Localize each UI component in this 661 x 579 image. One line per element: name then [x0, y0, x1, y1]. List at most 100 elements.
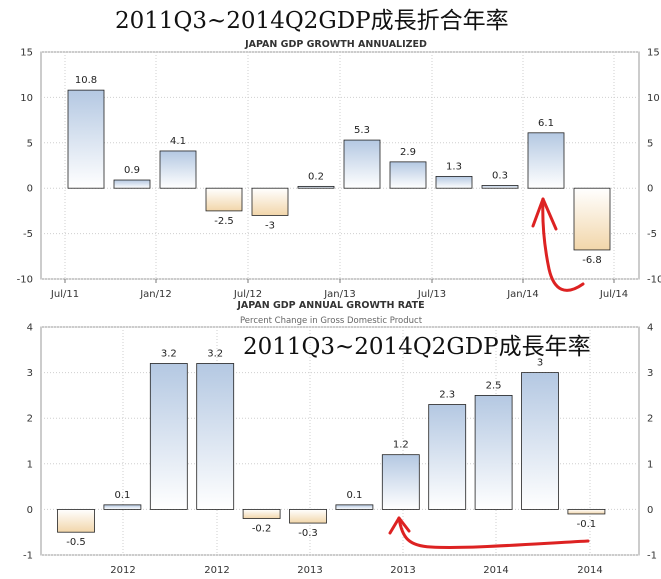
y-tick-label-left: 1 — [27, 459, 33, 470]
bar — [527, 132, 565, 189]
y-tick-label-right: 4 — [647, 323, 653, 334]
data-label: 2.5 — [486, 380, 502, 391]
data-label: 2.3 — [439, 390, 455, 401]
data-label: 0.1 — [346, 490, 362, 501]
x-tick-label: 2013 — [297, 565, 322, 576]
y-tick-label-left: 10 — [20, 93, 33, 104]
data-label: -0.3 — [298, 528, 318, 539]
data-label: 0.3 — [492, 170, 508, 181]
y-tick-label-right: 0 — [647, 184, 653, 195]
chart-gdp-annual-growth-rate: -0.5 0.1 3.2 3.2 -0.2 -0.3 0.1 1.2 2.3 2.5 3 -0.1 -… — [23, 300, 657, 576]
y-tick-label-right: 3 — [647, 368, 653, 379]
bar — [521, 372, 559, 510]
bar — [149, 363, 188, 510]
data-label: 0.9 — [124, 165, 140, 176]
x-tick-label: 2013 — [390, 565, 415, 576]
bar — [435, 175, 473, 189]
bar — [428, 404, 467, 510]
y-tick-label-left: 0 — [27, 184, 33, 195]
x-tick-label: Jul/13 — [417, 289, 446, 300]
annotation-arrow-bottom — [397, 516, 590, 549]
bar — [113, 179, 151, 189]
annotation-arrowhead-top — [531, 197, 558, 231]
x-tick-label: Jan/13 — [323, 289, 356, 300]
bar — [67, 89, 105, 189]
x-tick-label: Jul/14 — [599, 289, 628, 300]
y-tick-label-right: -10 — [647, 275, 661, 286]
bar — [474, 394, 513, 510]
overlay-title: 2011Q3~2014Q2GDP成長年率 — [243, 334, 591, 360]
data-label: -2.5 — [214, 216, 234, 227]
bar — [159, 150, 197, 189]
y-tick-label-left: 5 — [27, 138, 33, 149]
chart-title: JAPAN GDP ANNUAL GROWTH RATE — [236, 300, 424, 311]
y-tick-label-left: 3 — [27, 368, 33, 379]
bar — [481, 185, 519, 189]
bars: -0.5 0.1 3.2 3.2 -0.2 -0.3 0.1 1.2 2.3 2.5 3 -0.1 — [57, 348, 606, 548]
data-label: 2.9 — [400, 147, 416, 158]
bar — [196, 363, 235, 510]
y-tick-label-right: 2 — [647, 414, 653, 425]
data-label: 6.1 — [538, 118, 554, 129]
bar — [289, 508, 327, 524]
data-label: -0.2 — [252, 524, 272, 535]
bar — [389, 161, 427, 189]
data-label: 5.3 — [354, 125, 370, 136]
bar — [343, 139, 381, 189]
bar — [251, 187, 289, 216]
data-label: 0.2 — [308, 171, 324, 182]
data-label: -3 — [265, 220, 275, 231]
x-tick-label: 2014 — [483, 565, 508, 576]
data-label: 3.2 — [161, 348, 177, 359]
bar — [57, 508, 95, 533]
annotation-arrow-top — [541, 197, 585, 292]
y-axis-ticks: -1 -1 0 0 1 1 2 2 3 3 4 4 — [23, 323, 657, 562]
x-axis-ticks: 2012 2012 2013 2013 2014 2014 — [110, 565, 602, 576]
data-label: -6.8 — [582, 255, 602, 266]
y-tick-label-left: 0 — [27, 505, 33, 516]
y-tick-label-right: 15 — [647, 48, 660, 59]
bars: 10.8 0.9 4.1 -2.5 -3 0.2 5.3 2.9 1.3 0.3 6.1 -6.8 — [67, 75, 611, 266]
x-tick-label: 2014 — [577, 565, 602, 576]
x-tick-label: 2012 — [110, 565, 135, 576]
y-tick-label-right: -5 — [647, 229, 657, 240]
data-label: 1.3 — [446, 161, 462, 172]
y-tick-label-left: 15 — [20, 48, 33, 59]
y-tick-label-right: 5 — [647, 138, 653, 149]
x-tick-label: 2012 — [204, 565, 229, 576]
x-tick-label: Jan/12 — [139, 289, 172, 300]
x-tick-label: Jul/12 — [233, 289, 262, 300]
data-label: 10.8 — [75, 75, 97, 86]
bar — [205, 187, 243, 212]
bar — [335, 504, 374, 510]
data-label: 4.1 — [170, 136, 186, 147]
x-tick-label: Jan/14 — [506, 289, 539, 300]
chart-title: JAPAN GDP GROWTH ANNUALIZED — [244, 39, 427, 50]
y-tick-label-right: -1 — [647, 551, 657, 562]
y-tick-label-left: 4 — [27, 323, 33, 334]
bar — [573, 187, 611, 251]
data-label: -0.1 — [577, 519, 597, 530]
y-tick-label-right: 0 — [647, 505, 653, 516]
bar — [381, 454, 420, 510]
bar — [242, 508, 281, 519]
data-label: 1.2 — [393, 440, 409, 451]
y-tick-label-left: -1 — [23, 551, 33, 562]
y-tick-label-right: 10 — [647, 93, 660, 104]
bar — [297, 185, 335, 189]
data-label: 3.2 — [207, 348, 223, 359]
x-tick-label: Jul/11 — [50, 289, 79, 300]
annotation-arrows — [388, 197, 590, 549]
bar — [103, 504, 142, 510]
bar — [567, 508, 606, 515]
data-label: -0.5 — [66, 537, 86, 548]
annotation-arrowhead-bottom — [388, 516, 411, 535]
data-label: 3 — [537, 358, 543, 369]
x-axis-ticks: Jul/11 Jan/12 Jul/12 Jan/13 Jul/13 Jan/14 Jul/… — [50, 279, 628, 300]
y-tick-label-right: 1 — [647, 459, 653, 470]
data-label: 0.1 — [114, 490, 130, 501]
chart-gdp-growth-annualized: 10.8 0.9 4.1 -2.5 -3 0.2 5.3 2.9 1.3 0.3 6.1 -6.8 -… — [17, 8, 661, 300]
y-tick-label-left: -10 — [17, 275, 33, 286]
y-axis-ticks: -10 -10 -5 -5 0 0 5 5 10 10 15 15 — [17, 48, 661, 286]
